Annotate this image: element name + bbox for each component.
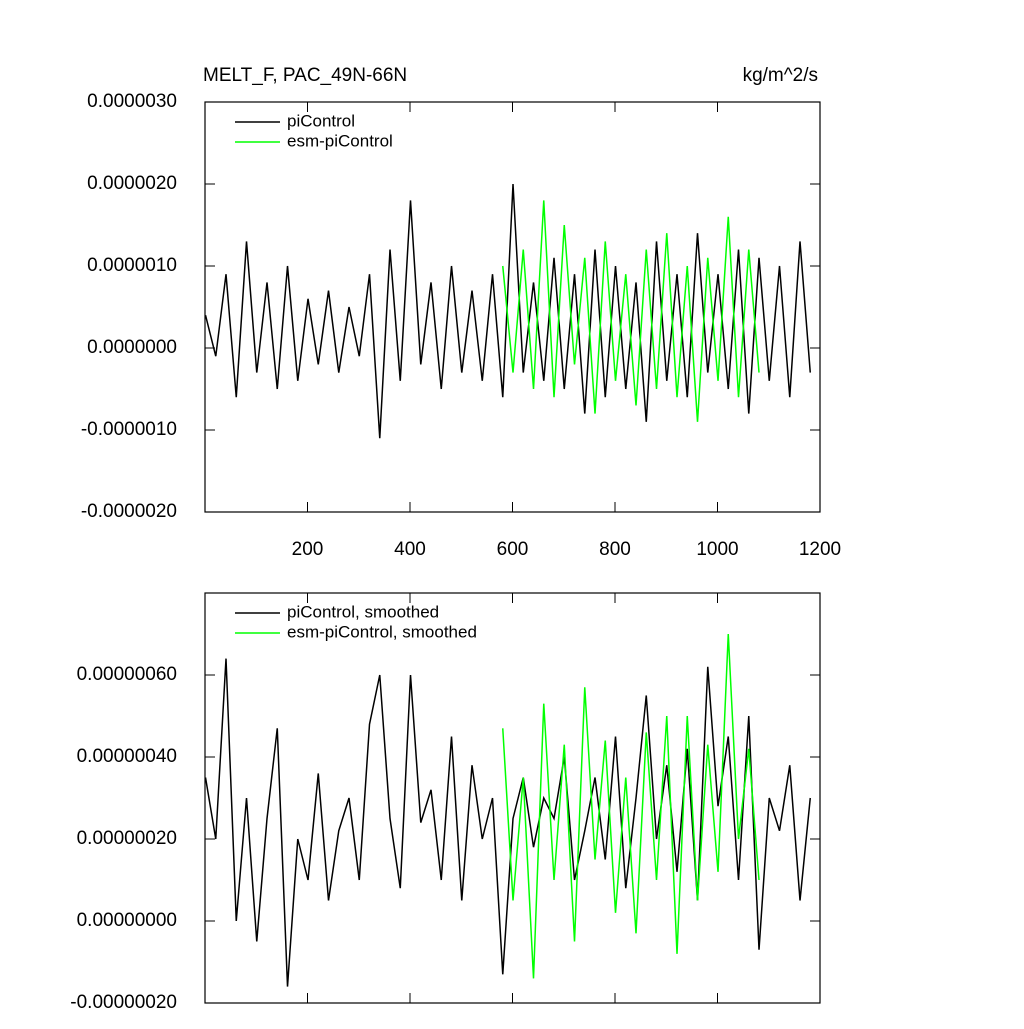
units-label: kg/m^2/s	[743, 65, 818, 86]
y-tick-label: 0.00000060	[77, 664, 177, 685]
data-line	[204, 183, 812, 439]
data-line	[502, 633, 760, 979]
data-line	[502, 200, 760, 422]
legend-label: piControl, smoothed	[287, 602, 439, 621]
y-tick-label: -0.0000020	[81, 501, 177, 522]
legend-label: esm-piControl	[287, 131, 393, 150]
y-tick-label: 0.00000020	[77, 828, 177, 849]
x-tick-label: 400	[394, 539, 426, 560]
y-tick-label: 0.0000020	[87, 173, 177, 194]
y-tick-label: 0.0000010	[87, 255, 177, 276]
y-tick-label: -0.0000010	[81, 419, 177, 440]
legend-label: esm-piControl, smoothed	[287, 622, 477, 641]
y-tick-label: 0.00000000	[77, 910, 177, 931]
x-tick-label: 200	[292, 539, 324, 560]
legend-label: piControl	[287, 111, 355, 130]
y-tick-label: 0.0000030	[87, 91, 177, 112]
chart-title: MELT_F, PAC_49N-66N	[203, 65, 407, 86]
y-tick-label: 0.00000040	[77, 746, 177, 767]
y-tick-label: 0.0000000	[87, 337, 177, 358]
y-tick-label: -0.00000020	[70, 992, 177, 1013]
x-tick-label: 600	[497, 539, 529, 560]
x-tick-label: 800	[599, 539, 631, 560]
x-tick-label: 1000	[696, 539, 738, 560]
plot-frame	[204, 101, 821, 513]
data-line	[204, 658, 812, 987]
x-tick-label: 1200	[799, 539, 841, 560]
